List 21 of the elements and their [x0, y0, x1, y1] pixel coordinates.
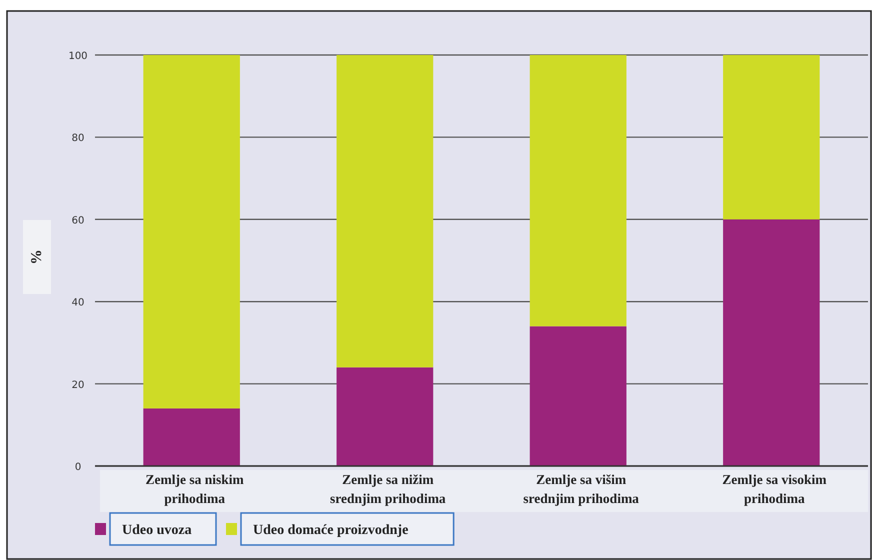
- y-tick-label: 40: [72, 298, 84, 309]
- x-tick-label: Zemlje sa visokim prihodima: [722, 472, 828, 506]
- x-tick-label: Zemlje sa višim srednjim prihodima: [523, 472, 640, 506]
- legend-label: Udeo domaće proizvodnje: [253, 523, 408, 538]
- bar: [143, 55, 240, 408]
- bar: [336, 367, 434, 466]
- bar: [530, 55, 626, 326]
- y-tick-label: 60: [72, 215, 84, 226]
- bar: [723, 55, 820, 220]
- y-tick-label: 80: [72, 133, 84, 144]
- y-axis-title: %: [29, 250, 45, 264]
- x-tick-label: Zemlje sa nižim srednjim prihodima: [330, 472, 446, 506]
- y-tick-label: 0: [74, 462, 82, 473]
- y-tick-label: 100: [68, 51, 88, 62]
- bar: [530, 326, 626, 466]
- bar: [143, 408, 240, 466]
- legend-label: Udeo uvoza: [122, 523, 192, 538]
- bar: [336, 55, 434, 368]
- x-tick-label: Zemlje sa niskim prihodima: [145, 472, 244, 506]
- y-tick-label: 20: [72, 380, 84, 391]
- bar: [723, 219, 820, 466]
